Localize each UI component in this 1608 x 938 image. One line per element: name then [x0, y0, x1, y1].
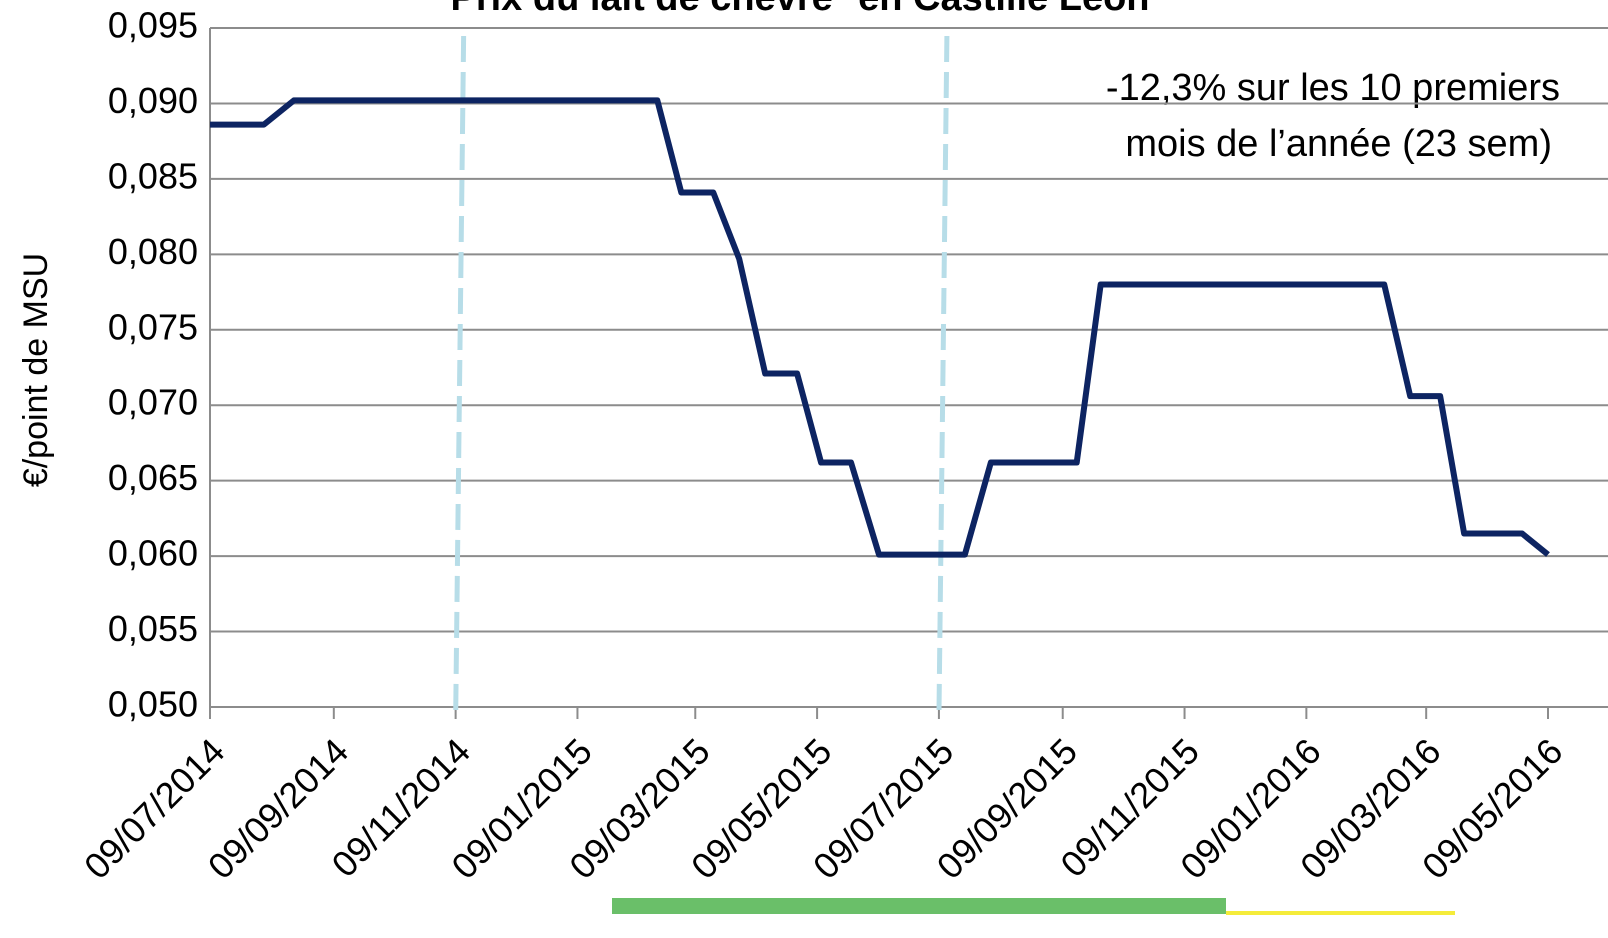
annotation: mois de l’année (23 sem) — [1125, 123, 1552, 165]
y-tick-label: 0,075 — [108, 306, 198, 347]
chart-title: Prix du lait de chèvre* en Castille León — [450, 0, 1149, 19]
line-series — [210, 97, 1550, 558]
y-tick-label: 0,070 — [108, 382, 198, 423]
y-tick-label: 0,095 — [108, 5, 198, 46]
y-tick-label: 0,060 — [108, 533, 198, 574]
y-tick-label: 0,065 — [108, 457, 198, 498]
reference-line — [453, 35, 467, 720]
reference-line — [936, 35, 950, 720]
y-tick-label: 0,050 — [108, 684, 198, 725]
annotation: -12,3% sur les 10 premiers — [1106, 67, 1560, 109]
y-tick-label: 0,090 — [108, 80, 198, 121]
y-axis-label: €/point de MSU — [17, 253, 55, 487]
y-tick-label: 0,085 — [108, 155, 198, 196]
y-tick-label: 0,055 — [108, 608, 198, 649]
period-bar — [612, 898, 1226, 914]
period-bar — [1226, 911, 1455, 915]
y-tick-label: 0,080 — [108, 231, 198, 272]
